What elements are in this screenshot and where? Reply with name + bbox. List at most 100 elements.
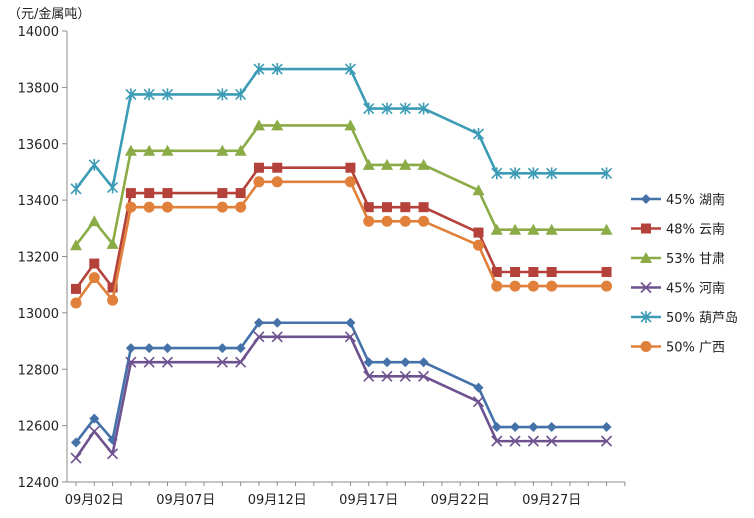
series-3 (70, 119, 613, 251)
legend-marker (640, 252, 652, 263)
data-point (546, 167, 558, 180)
data-point (472, 184, 485, 196)
series-4 (70, 331, 613, 464)
data-point (509, 167, 521, 180)
data-point (271, 119, 284, 131)
data-point (491, 280, 503, 292)
data-point (125, 356, 137, 368)
data-point (125, 188, 136, 199)
data-point (271, 176, 283, 188)
data-point (235, 88, 247, 101)
x-tick-label: 09月17日 (339, 493, 398, 508)
data-point (161, 356, 174, 368)
data-point (510, 267, 521, 278)
data-point (217, 188, 228, 199)
data-point (271, 331, 283, 343)
legend-label: 45% 湖南 (666, 192, 725, 208)
x-tick-label: 09月07日 (156, 493, 215, 508)
data-point (418, 357, 429, 368)
data-point (491, 435, 503, 447)
data-point (70, 297, 82, 309)
data-point (601, 422, 612, 433)
data-point (363, 370, 375, 382)
data-point (381, 215, 393, 227)
series-line (74, 67, 607, 190)
data-point (253, 317, 264, 328)
data-point (399, 370, 411, 382)
data-point (528, 422, 539, 433)
data-point (344, 331, 356, 343)
data-point (344, 63, 356, 76)
data-point (418, 215, 430, 227)
data-point (70, 239, 82, 251)
y-tick-label: 13800 (18, 81, 59, 96)
legend-label: 48% 云南 (666, 222, 725, 238)
legend-label: 50% 葫芦岛 (666, 310, 738, 326)
y-tick-label: 12400 (18, 476, 59, 491)
data-point (545, 223, 558, 235)
data-point (125, 343, 136, 354)
series-2 (71, 162, 612, 294)
data-point (400, 202, 411, 213)
series-6 (70, 176, 613, 309)
legend-label: 50% 广西 (666, 341, 725, 356)
data-point (527, 167, 539, 180)
data-point (473, 382, 484, 393)
y-tick-label: 12600 (18, 420, 59, 435)
data-point (253, 176, 265, 188)
legend-item: 50% 葫芦岛 (631, 310, 738, 326)
data-point (491, 267, 502, 278)
data-point (253, 63, 265, 76)
y-tick-label: 13200 (18, 251, 59, 266)
data-point (143, 144, 156, 156)
data-point (509, 223, 522, 235)
data-point (472, 239, 484, 251)
data-point (400, 357, 411, 368)
data-point (600, 435, 613, 447)
data-point (143, 201, 155, 213)
y-tick-label: 14000 (18, 25, 59, 40)
data-point (216, 88, 228, 101)
legend-item: 53% 甘肃 (631, 252, 725, 267)
data-point (216, 144, 229, 156)
data-point (345, 162, 356, 173)
data-point (472, 396, 485, 408)
legend-item: 48% 云南 (631, 222, 725, 238)
y-tick-label: 12800 (18, 363, 59, 378)
data-point (161, 144, 174, 156)
data-point (161, 201, 173, 213)
legend-marker (640, 341, 652, 352)
series-1 (71, 317, 612, 448)
data-point (418, 202, 429, 213)
data-point (144, 343, 155, 354)
data-point (88, 215, 101, 227)
data-point (418, 102, 430, 115)
data-point (491, 167, 503, 180)
data-point (546, 267, 557, 278)
data-point (70, 182, 82, 195)
axes: 12400 12600 12800 13000 13200 13400 13600 13800… (18, 25, 626, 508)
legend-marker (641, 194, 651, 204)
data-point (234, 144, 247, 156)
x-tick-label: 09月02日 (65, 493, 124, 508)
data-point (125, 88, 137, 101)
data-point (235, 343, 246, 354)
series-line (74, 166, 607, 290)
data-point (216, 356, 228, 368)
data-point (216, 201, 228, 213)
data-point (143, 356, 155, 368)
series-line (74, 335, 607, 459)
data-point (217, 343, 228, 354)
data-point (272, 317, 283, 328)
legend-marker (640, 281, 652, 294)
data-point (252, 119, 265, 131)
data-point (344, 119, 357, 131)
x-tick-label: 09月22日 (431, 493, 490, 508)
data-point (601, 280, 613, 292)
data-point (71, 283, 81, 294)
y-tick-label: 13000 (18, 307, 59, 322)
data-point (71, 437, 81, 448)
data-point (546, 435, 558, 447)
data-point (473, 227, 484, 238)
